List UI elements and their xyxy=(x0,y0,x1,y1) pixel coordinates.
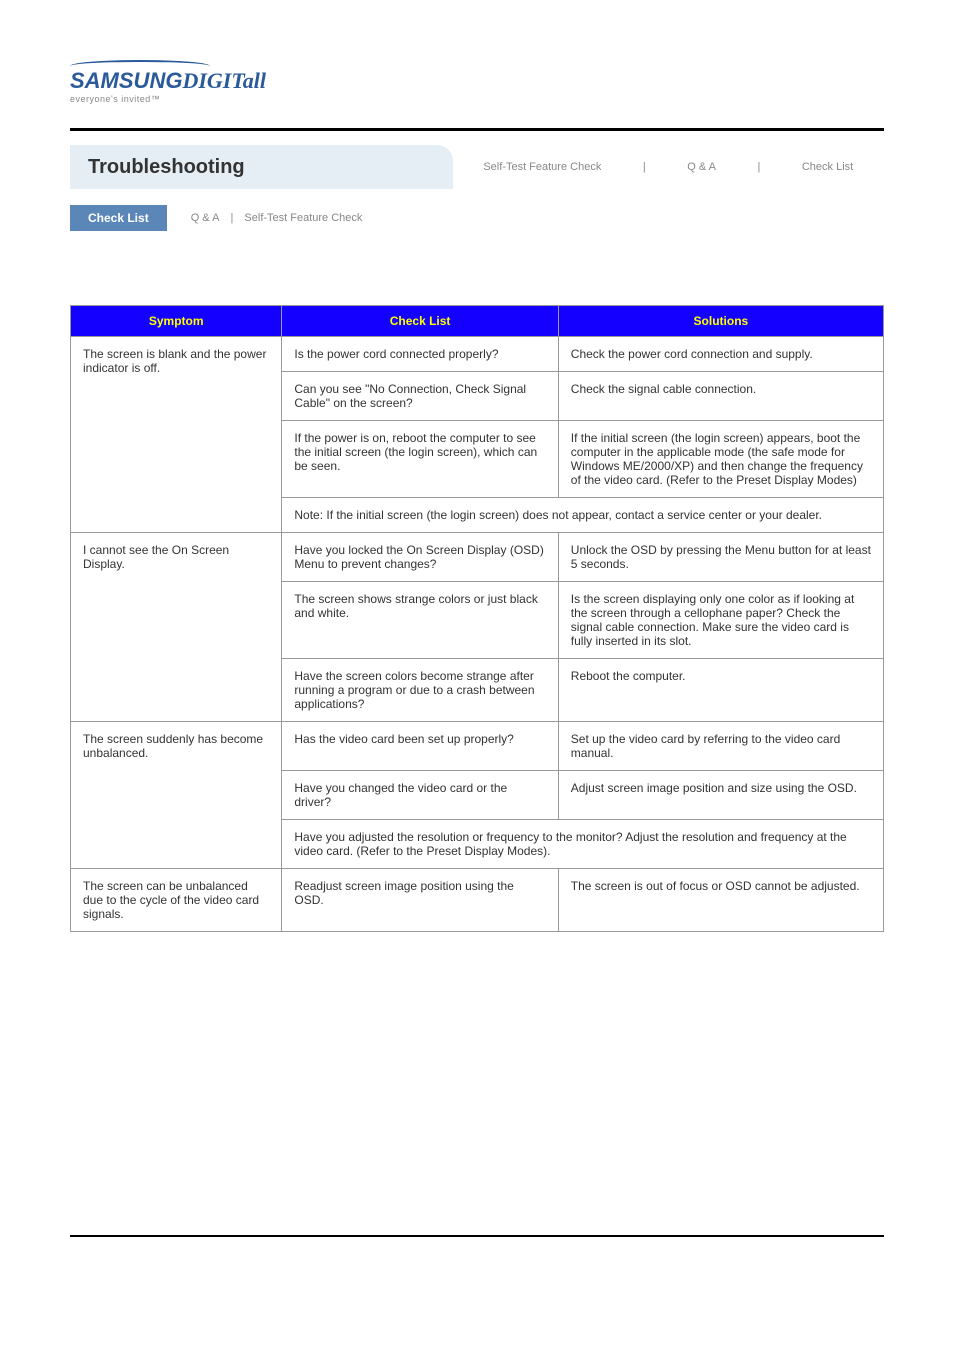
sub-tab-active[interactable]: Check List xyxy=(70,205,167,231)
check-cell: Can you see "No Connection, Check Signal… xyxy=(282,372,558,421)
table-header-row: Symptom Check List Solutions xyxy=(71,306,884,337)
sub-tab-separator: | xyxy=(231,212,234,224)
solution-cell: Reboot the computer. xyxy=(558,659,883,722)
page-header: Troubleshooting Self-Test Feature Check … xyxy=(70,145,884,189)
logo-brand-italic: DIGITall xyxy=(182,68,266,93)
sub-nav: Check List Q & A | Self-Test Feature Che… xyxy=(70,205,884,231)
check-cell: Have the screen colors become strange af… xyxy=(282,659,558,722)
solution-cell: If the initial screen (the login screen)… xyxy=(558,421,883,498)
table-row: I cannot see the On Screen Display. Have… xyxy=(71,533,884,582)
bottom-horizontal-rule xyxy=(70,1235,884,1237)
symptom-cell: The screen suddenly has become unbalance… xyxy=(71,722,282,869)
top-horizontal-rule xyxy=(70,128,884,131)
page-title: Troubleshooting xyxy=(70,145,453,189)
check-cell: Have you changed the video card or the d… xyxy=(282,771,558,820)
header-tab[interactable]: Self-Test Feature Check xyxy=(479,161,605,173)
check-cell: The screen shows strange colors or just … xyxy=(282,582,558,659)
logo-tagline: everyone's invited™ xyxy=(70,94,266,104)
check-cell: Has the video card been set up properly? xyxy=(282,722,558,771)
note-cell: Have you adjusted the resolution or freq… xyxy=(282,820,884,869)
table-row: The screen is blank and the power indica… xyxy=(71,337,884,372)
header-tab[interactable]: Q & A xyxy=(683,161,720,173)
symptom-cell: The screen is blank and the power indica… xyxy=(71,337,282,533)
solution-cell: The screen is out of focus or OSD cannot… xyxy=(558,869,883,932)
check-cell: If the power is on, reboot the computer … xyxy=(282,421,558,498)
logo-text-row: SAMSUNGDIGITall xyxy=(70,68,266,94)
table-row: The screen can be unbalanced due to the … xyxy=(71,869,884,932)
solution-cell: Unlock the OSD by pressing the Menu butt… xyxy=(558,533,883,582)
sub-tab[interactable]: Q & A xyxy=(191,212,220,224)
table-header-checklist: Check List xyxy=(282,306,558,337)
check-cell: Is the power cord connected properly? xyxy=(282,337,558,372)
note-cell: Note: If the initial screen (the login s… xyxy=(282,498,884,533)
solution-cell: Adjust screen image position and size us… xyxy=(558,771,883,820)
check-cell: Have you locked the On Screen Display (O… xyxy=(282,533,558,582)
brand-logo: SAMSUNGDIGITall everyone's invited™ xyxy=(70,60,266,104)
sub-tab-rest: Q & A | Self-Test Feature Check xyxy=(187,212,367,224)
symptom-cell: I cannot see the On Screen Display. xyxy=(71,533,282,722)
solution-cell: Set up the video card by referring to th… xyxy=(558,722,883,771)
header-tab-separator: | xyxy=(753,161,764,173)
symptom-cell: The screen can be unbalanced due to the … xyxy=(71,869,282,932)
check-cell: Readjust screen image position using the… xyxy=(282,869,558,932)
solution-cell: Check the signal cable connection. xyxy=(558,372,883,421)
header-tab-separator: | xyxy=(639,161,650,173)
logo-brand: SAMSUNG xyxy=(70,68,182,93)
solution-cell: Is the screen displaying only one color … xyxy=(558,582,883,659)
table-header-solutions: Solutions xyxy=(558,306,883,337)
header-tabs: Self-Test Feature Check | Q & A | Check … xyxy=(453,145,884,189)
table-header-symptom: Symptom xyxy=(71,306,282,337)
troubleshooting-table-container: Symptom Check List Solutions The screen … xyxy=(70,305,884,932)
header-tab[interactable]: Check List xyxy=(798,161,857,173)
solution-cell: Check the power cord connection and supp… xyxy=(558,337,883,372)
sub-tab[interactable]: Self-Test Feature Check xyxy=(244,212,362,224)
troubleshooting-table: Symptom Check List Solutions The screen … xyxy=(70,305,884,932)
table-row: The screen suddenly has become unbalance… xyxy=(71,722,884,771)
